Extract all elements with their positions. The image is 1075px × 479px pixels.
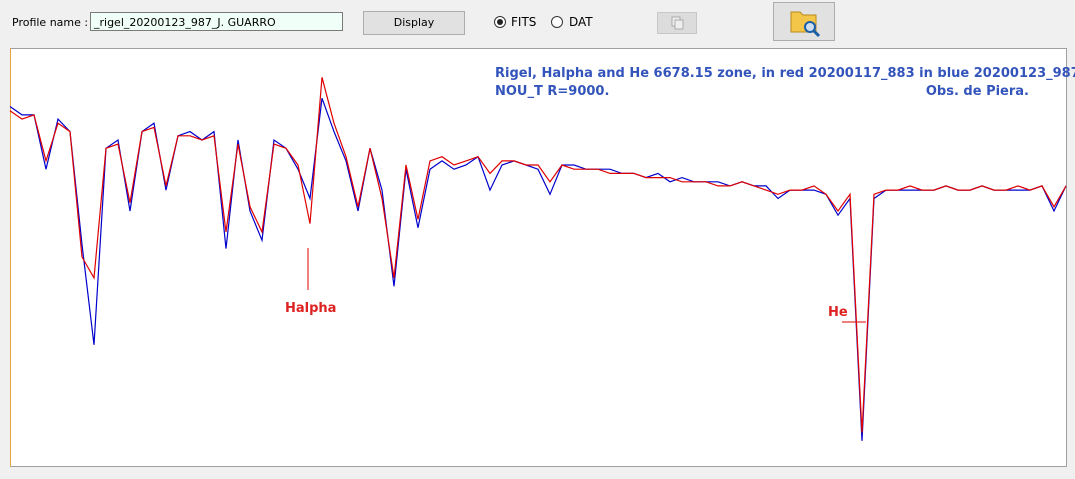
copy-button[interactable] bbox=[657, 12, 697, 34]
profile-label: Profile name : bbox=[12, 16, 89, 29]
chart-title-obs: Obs. de Piera. bbox=[926, 84, 1029, 99]
annotation-halpha: Halpha bbox=[285, 301, 336, 316]
fits-radio[interactable] bbox=[494, 16, 506, 28]
display-button[interactable]: Display bbox=[363, 11, 465, 35]
annotation-he: He bbox=[828, 305, 848, 320]
dat-label: DAT bbox=[569, 15, 593, 29]
spectrum-line bbox=[9, 97, 1067, 441]
spectrum-line bbox=[9, 77, 1067, 433]
copy-icon bbox=[671, 16, 684, 30]
open-folder-button[interactable] bbox=[773, 2, 835, 41]
fits-label: FITS bbox=[511, 15, 537, 29]
folder-icon bbox=[790, 11, 821, 38]
dat-radio[interactable] bbox=[551, 16, 563, 28]
profile-input[interactable]: _rigel_20200123_987_J. GUARRO bbox=[90, 12, 343, 31]
plot-area bbox=[10, 48, 1067, 467]
chart-title-line1: Rigel, Halpha and He 6678.15 zone, in re… bbox=[495, 66, 1075, 81]
chart-title-line2: NOU_T R=9000. bbox=[495, 84, 609, 99]
